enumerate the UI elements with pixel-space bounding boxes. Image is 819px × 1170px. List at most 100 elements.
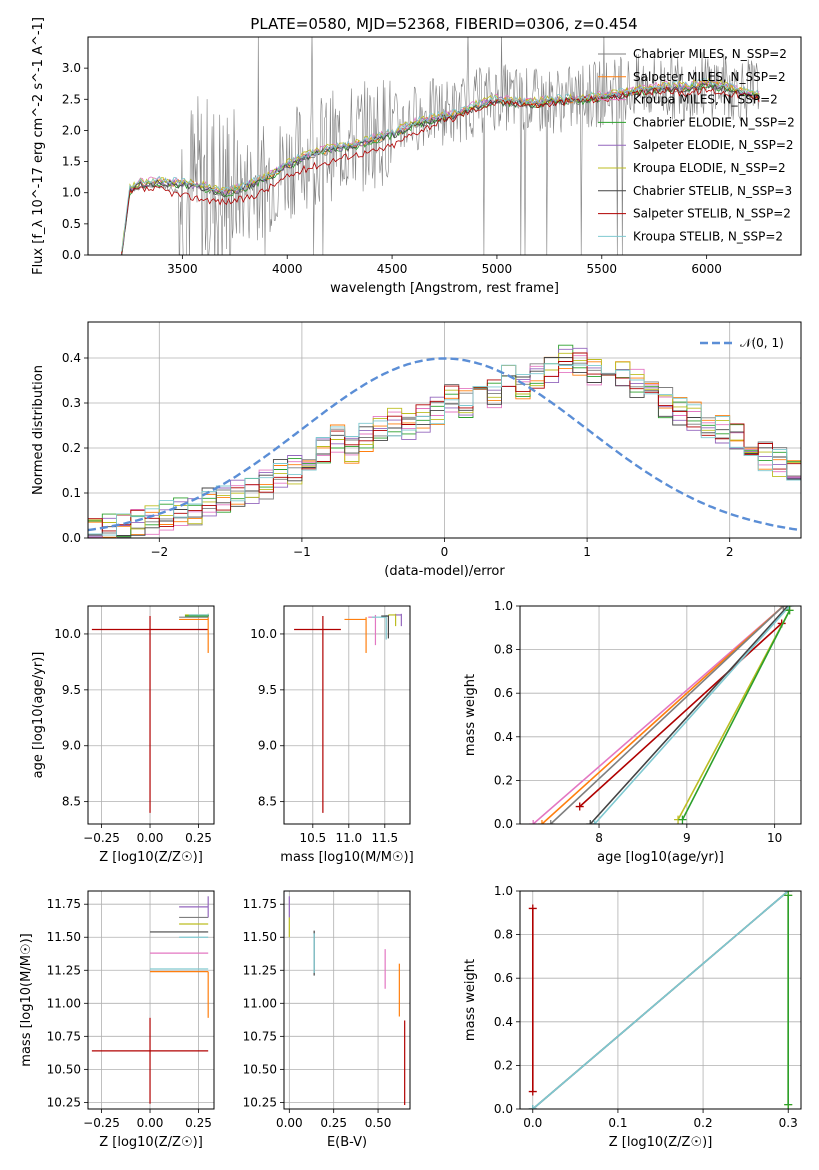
x-tick-label: 1: [583, 545, 591, 559]
y-tick-label: 0.5: [62, 217, 81, 231]
y-tick-label: 0.8: [494, 643, 513, 657]
plus-marker: [784, 891, 793, 900]
age-vs-metallicity-panel: −0.25 0.00 0.25 8.5 9.0 9.5 10.0 Z [log10(Z/Z☉)…: [31, 605, 215, 865]
x-tick-label: 0.2: [694, 1116, 713, 1130]
plus-marker: [528, 1087, 537, 1096]
plot-area: [529, 606, 794, 824]
y-tick-label: 11.25: [243, 963, 277, 977]
mass-weight-line: [681, 610, 791, 820]
x-tick-label: −0.25: [83, 1116, 120, 1130]
x-tick-label: 5500: [587, 262, 618, 276]
legend-label: Chabrier MILES, N_SSP=2: [633, 47, 787, 61]
x-axis-label: mass [log10(M/M☉)]: [280, 850, 413, 865]
x-tick-label: 0.1: [608, 1116, 627, 1130]
legend-label: Chabrier STELIB, N_SSP=3: [633, 184, 792, 198]
residuals-panel: −2 −1 0 1 2 0.0 0.1 0.2 0.3 0.4 (data-model)/error…: [31, 321, 802, 579]
y-tick-label: 10.50: [47, 1062, 81, 1076]
y-tick-label: 0.1: [62, 486, 81, 500]
y-tick-label: 10.75: [243, 1029, 277, 1043]
plot-area: [528, 891, 793, 1109]
x-tick-label: 0.50: [365, 1116, 392, 1130]
legend-label: 𝒩(0, 1): [740, 336, 784, 350]
model-line-8: [121, 77, 760, 252]
plus-marker: [785, 606, 794, 615]
y-tick-label: 11.75: [47, 897, 81, 911]
plus-marker: [575, 802, 584, 811]
x-tick-label: 11.0: [335, 831, 362, 845]
x-tick-label: 0.25: [185, 831, 212, 845]
x-tick-label: 0.00: [137, 1116, 164, 1130]
mass-weight-vs-age-panel: 8 9 10 0.0 0.2 0.4 0.6 0.8 1.0 age [log10(age/yr)…: [463, 599, 802, 865]
y-tick-label: 0.4: [494, 1015, 513, 1029]
y-tick-label: 11.00: [243, 996, 277, 1010]
legend-label: Salpeter MILES, N_SSP=2: [633, 70, 786, 84]
age-vs-mass-panel: 10.5 11.0 11.5 8.5 9.0 9.5 10.0 mass [log10(M/M…: [250, 605, 414, 865]
x-axis-label: Z [log10(Z/Z☉)]: [99, 1135, 203, 1150]
figure-title: PLATE=0580, MJD=52368, FIBERID=0306, z=0…: [250, 15, 637, 33]
axes-frame: [519, 605, 802, 825]
mass-weight-vs-metallicity-panel: 0.0 0.1 0.2 0.3 0.0 0.2 0.4 0.6 0.8 1.0 Z [log10(Z…: [463, 884, 802, 1150]
plot-area: [294, 613, 402, 813]
x-axis-label: wavelength [Angstrom, rest frame]: [330, 281, 559, 296]
axes-frame: [519, 890, 802, 1110]
x-tick-label: −0.25: [83, 831, 120, 845]
y-tick-label: 11.50: [47, 930, 81, 944]
legend-label: Chabrier ELODIE, N_SSP=2: [633, 115, 795, 129]
y-tick-label: 9.0: [62, 739, 81, 753]
x-tick-label: 0.00: [276, 1116, 303, 1130]
y-tick-label: 0.2: [62, 441, 81, 455]
y-tick-label: 8.5: [62, 795, 81, 809]
y-tick-label: 3.0: [62, 61, 81, 75]
plus-marker: [528, 904, 537, 913]
y-tick-label: 0.4: [494, 730, 513, 744]
plot-area: [121, 37, 760, 255]
mass-weight-line: [589, 606, 789, 824]
legend-label: Kroupa ELODIE, N_SSP=2: [633, 161, 786, 175]
plot-area: [288, 896, 406, 1106]
x-axis-label: age [log10(age/yr)]: [597, 850, 724, 865]
x-tick-label: −1: [293, 545, 311, 559]
y-tick-label: 10.25: [47, 1095, 81, 1109]
y-axis-label: age [log10(age/yr)]: [31, 652, 46, 779]
x-tick-label: 2: [726, 545, 734, 559]
mass-weight-line: [532, 891, 789, 1109]
x-tick-label: 0.25: [320, 1116, 347, 1130]
x-tick-label: 5000: [482, 262, 513, 276]
mass-weight-line: [532, 606, 784, 824]
plus-marker: [678, 815, 687, 824]
model-line-7: [121, 86, 760, 254]
plus-marker: [546, 820, 555, 824]
y-tick-label: 10.0: [250, 627, 277, 641]
histogram-8: [88, 363, 801, 538]
x-axis-label: Z [log10(Z/Z☉)]: [609, 1135, 713, 1150]
y-tick-label: 0.2: [494, 773, 513, 787]
y-tick-label: 0.6: [494, 686, 513, 700]
plot-area: [91, 613, 209, 813]
axes-frame: [283, 605, 411, 825]
plus-marker: [586, 820, 595, 824]
mass-weight-line: [550, 606, 784, 824]
x-axis-label: Z [log10(Z/Z☉)]: [99, 850, 203, 865]
legend-label: Salpeter STELIB, N_SSP=2: [633, 207, 791, 221]
y-tick-label: 0.0: [494, 1102, 513, 1116]
axes-frame: [87, 605, 215, 825]
legend-label: Kroupa STELIB, N_SSP=2: [633, 229, 783, 243]
plot-area: [88, 344, 801, 538]
x-tick-label: 0.25: [185, 1116, 212, 1130]
y-tick-label: 1.0: [494, 884, 513, 898]
x-tick-label: 8: [595, 831, 603, 845]
axes-frame: [87, 890, 215, 1110]
y-tick-label: 2.5: [62, 92, 81, 106]
x-axis-label: E(B-V): [327, 1135, 367, 1150]
x-tick-label: 10.5: [299, 831, 326, 845]
x-tick-label: 0: [441, 545, 449, 559]
plus-marker: [779, 606, 788, 610]
y-tick-label: 9.5: [258, 683, 277, 697]
mass-vs-ebv-panel: 0.00 0.25 0.50 10.25 10.50 10.75 11.00 11.25 11.…: [243, 890, 411, 1150]
y-tick-label: 2.0: [62, 123, 81, 137]
plus-marker: [528, 1105, 537, 1109]
plus-marker: [529, 820, 538, 824]
y-tick-label: 0.0: [62, 531, 81, 545]
legend-label: Salpeter ELODIE, N_SSP=2: [633, 138, 794, 152]
